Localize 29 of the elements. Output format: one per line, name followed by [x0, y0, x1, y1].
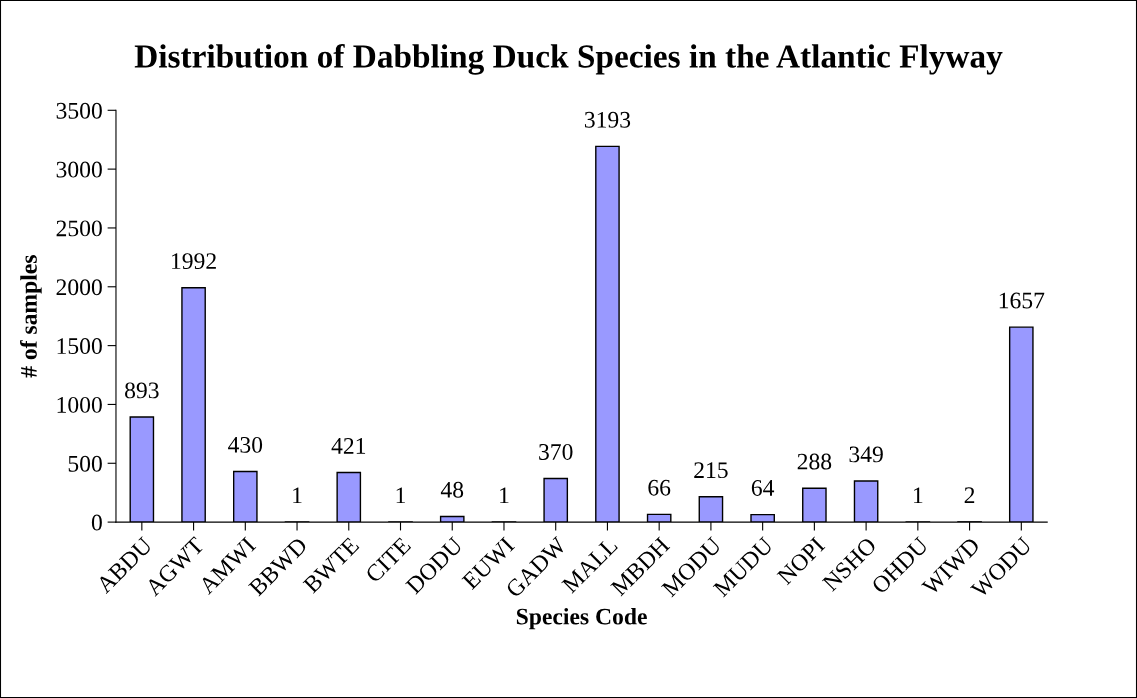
y-tick-label: 1000 [57, 396, 102, 413]
y-tick-label: 0 [91, 514, 102, 531]
y-tick-label: 2000 [56, 279, 102, 296]
data-label: 1 [914, 487, 923, 504]
data-label: 370 [539, 443, 573, 460]
data-label: 1657 [999, 292, 1045, 309]
data-label: 66 [648, 479, 671, 496]
data-label: 2 [964, 487, 975, 503]
data-label: 64 [751, 480, 775, 496]
data-label: 1 [500, 487, 509, 504]
data-label: 893 [125, 382, 159, 399]
y-tick-label: 2500 [56, 220, 102, 237]
chart-title: Distribution of Dabbling Duck Species in the Atlantic Flyway [134, 43, 1003, 75]
y-tick-label: 1500 [57, 338, 102, 355]
y-axis-title: # of samples [20, 255, 42, 378]
y-tick-label: 500 [68, 455, 102, 472]
data-label: 288 [797, 453, 832, 470]
data-label: 1 [293, 487, 302, 504]
y-tick-label: 3500 [56, 102, 102, 119]
data-label: 349 [849, 446, 883, 463]
data-label: 3193 [584, 111, 631, 128]
data-label: 48 [440, 481, 464, 498]
data-label: 430 [228, 436, 263, 453]
y-tick-label: 3000 [56, 161, 102, 178]
data-label: 1 [396, 487, 405, 504]
data-label: 421 [331, 438, 366, 454]
x-axis-title: Species Code [516, 607, 647, 630]
data-label: 215 [694, 462, 728, 479]
data-label: 1992 [172, 253, 216, 270]
